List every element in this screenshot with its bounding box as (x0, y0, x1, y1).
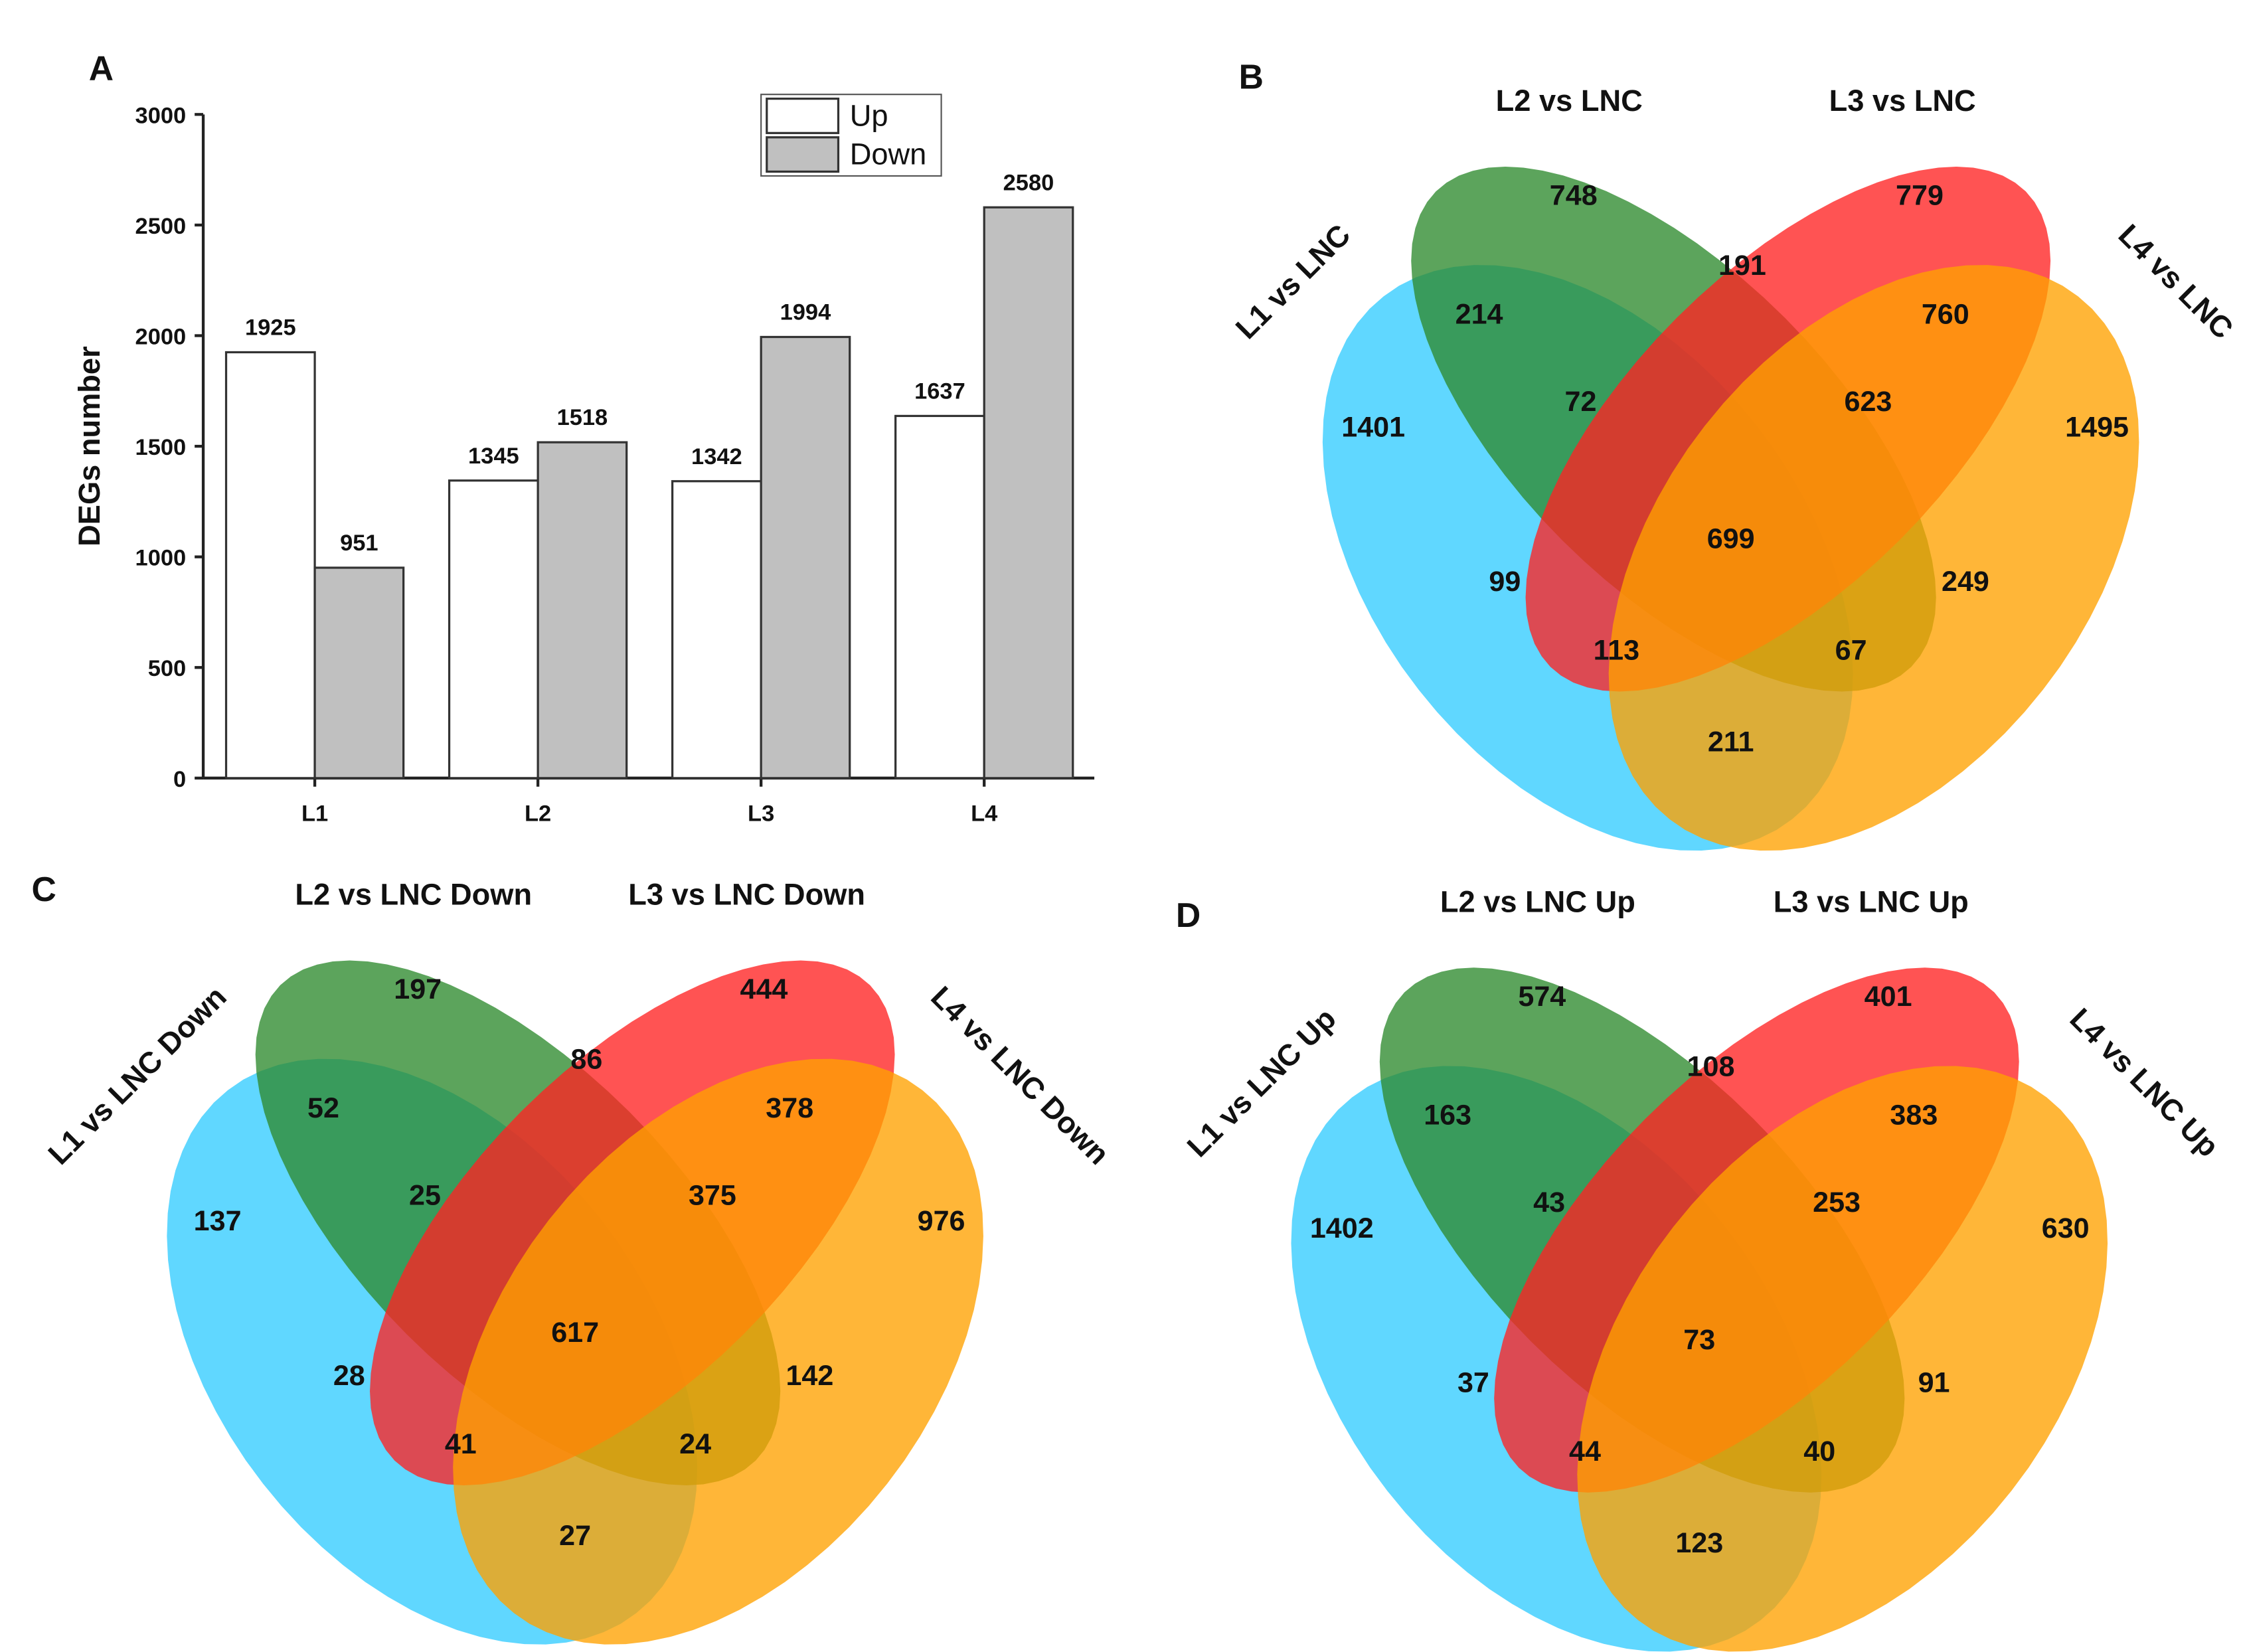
venn-region-L1L3L4: 113 (1594, 635, 1640, 667)
panel-label-A: A (89, 49, 114, 88)
legend-label: Up (850, 99, 888, 133)
data-label: 2580 (1003, 170, 1054, 195)
legend-swatch-down (766, 136, 840, 173)
venn-region-L1L2L3: 43 (1533, 1187, 1565, 1218)
y-tick-label: 1000 (135, 546, 187, 571)
venn-set-label: L4 vs LNC (2112, 218, 2240, 345)
venn-set-4 (1608, 265, 2139, 851)
y-tick-label: 2000 (135, 324, 187, 349)
panel-label-D: D (1176, 896, 1201, 934)
venn-region-L1L2: 214 (1455, 298, 1503, 330)
venn-region-L2L4: 91 (1918, 1367, 1950, 1399)
y-tick-label: 0 (173, 767, 186, 792)
venn-region-L3: 401 (1865, 981, 1912, 1013)
venn-region-L1L3: 37 (1457, 1367, 1489, 1399)
bar-up-L2 (448, 479, 539, 780)
venn-region-L3: 779 (1896, 180, 1944, 212)
x-tick-label: L2 (525, 801, 551, 826)
venn-region-L1L4: 123 (1675, 1527, 1723, 1559)
venn-region-L3: 444 (740, 973, 788, 1005)
venn-region-L2L4: 249 (1942, 566, 1989, 598)
venn-region-L2: 574 (1518, 981, 1566, 1013)
venn-region-L2L3L4: 253 (1813, 1187, 1861, 1218)
y-tick-label: 1500 (135, 435, 187, 460)
venn-region-L1L4: 211 (1708, 726, 1754, 758)
data-label: 1994 (780, 300, 831, 325)
venn-region-L1L2: 52 (307, 1092, 339, 1124)
venn-region-L2L3L4: 375 (689, 1179, 736, 1211)
venn-region-L1L2L3: 72 (1565, 386, 1597, 418)
venn-set-label: L1 vs LNC (1229, 218, 1357, 345)
venn-region-L3L4: 383 (1890, 1100, 1938, 1131)
panel-label-C: C (32, 870, 56, 908)
venn-region-L1L2L4: 40 (1803, 1436, 1835, 1467)
venn-region-L1L2L3L4: 73 (1683, 1324, 1715, 1356)
venn-set-label: L4 vs LNC Up (2064, 1001, 2226, 1163)
bar-down-L3 (760, 335, 851, 780)
legend-swatch-up (766, 98, 840, 134)
venn-region-L4: 976 (918, 1205, 965, 1237)
venn-set-label: L3 vs LNC (1829, 84, 1976, 118)
bar-down-L1 (313, 566, 405, 780)
venn-region-L4: 1495 (2065, 412, 2129, 444)
x-tick-label: L1 (301, 801, 328, 826)
venn-set-label: L3 vs LNC Up (1774, 884, 1969, 918)
x-tick-label: L4 (971, 801, 997, 826)
data-label: 1925 (245, 315, 296, 341)
venn-set-4 (1577, 1066, 2108, 1652)
venn-set-label: L2 vs LNC Down (295, 878, 532, 912)
bar-down-L4 (983, 206, 1074, 780)
venn-region-L1L2L4: 24 (679, 1428, 711, 1460)
venn-region-L1L3: 99 (1489, 566, 1521, 598)
venn-region-L1L2L4: 67 (1835, 635, 1867, 667)
data-label: 1518 (557, 405, 608, 430)
bar-up-L1 (224, 351, 316, 780)
venn-region-L1L3L4: 44 (1569, 1436, 1601, 1467)
venn-region-L3L4: 760 (1922, 298, 1969, 330)
y-tick-label: 3000 (135, 103, 187, 128)
bar-up-L4 (894, 414, 985, 780)
venn-region-L1L3L4: 41 (445, 1428, 477, 1460)
data-label: 1342 (691, 444, 742, 469)
venn-region-L1L3: 28 (333, 1360, 365, 1392)
venn-B: L1 vs LNC L2 vs LNC L3 vs LNC L4 vs LNC 1401… (1229, 84, 2240, 851)
venn-region-L2: 748 (1550, 180, 1598, 212)
venn-set-label: L2 vs LNC Up (1440, 884, 1635, 918)
venn-region-L1: 1401 (1341, 412, 1405, 444)
venn-region-L2L3: 191 (1718, 250, 1766, 282)
venn-region-L1: 137 (194, 1205, 242, 1237)
venn-region-L4: 630 (2042, 1212, 2090, 1244)
venn-set-4 (453, 1058, 983, 1645)
venn-set-label: L2 vs LNC (1496, 84, 1643, 118)
venn-region-L2L4: 142 (786, 1360, 833, 1392)
venn-set-label: L3 vs LNC Down (628, 878, 865, 912)
venn-region-L1L2L3L4: 699 (1707, 523, 1755, 555)
data-label: 951 (340, 531, 378, 556)
venn-region-L1L2L3L4: 617 (551, 1317, 599, 1349)
panel-label-B: B (1239, 58, 1264, 96)
venn-region-L1: 1402 (1310, 1212, 1374, 1244)
bar-up-L3 (671, 480, 762, 780)
bar-down-L2 (537, 441, 628, 780)
venn-region-L2: 197 (394, 973, 442, 1005)
bar-chart: 0 500 1000 1500 2000 2500 3000 DEGs number L1 192… (72, 94, 1095, 826)
y-tick-label: 500 (148, 656, 186, 681)
venn-region-L2L3: 86 (570, 1044, 602, 1076)
data-label: 1637 (914, 379, 965, 404)
venn-region-L2L3: 108 (1687, 1050, 1735, 1082)
legend: Up Down (760, 94, 942, 177)
venn-region-L1L4: 27 (559, 1520, 591, 1552)
y-tick-label: 2500 (135, 214, 187, 239)
x-tick-label: L3 (748, 801, 774, 826)
venn-region-L2L3L4: 623 (1845, 386, 1892, 418)
venn-region-L1L2: 163 (1424, 1100, 1471, 1131)
venn-region-L1L2L3: 25 (409, 1179, 441, 1211)
data-label: 1345 (468, 444, 519, 469)
venn-region-L3L4: 378 (766, 1092, 813, 1124)
legend-label: Down (850, 137, 927, 171)
y-axis-label: DEGs number (72, 346, 106, 546)
